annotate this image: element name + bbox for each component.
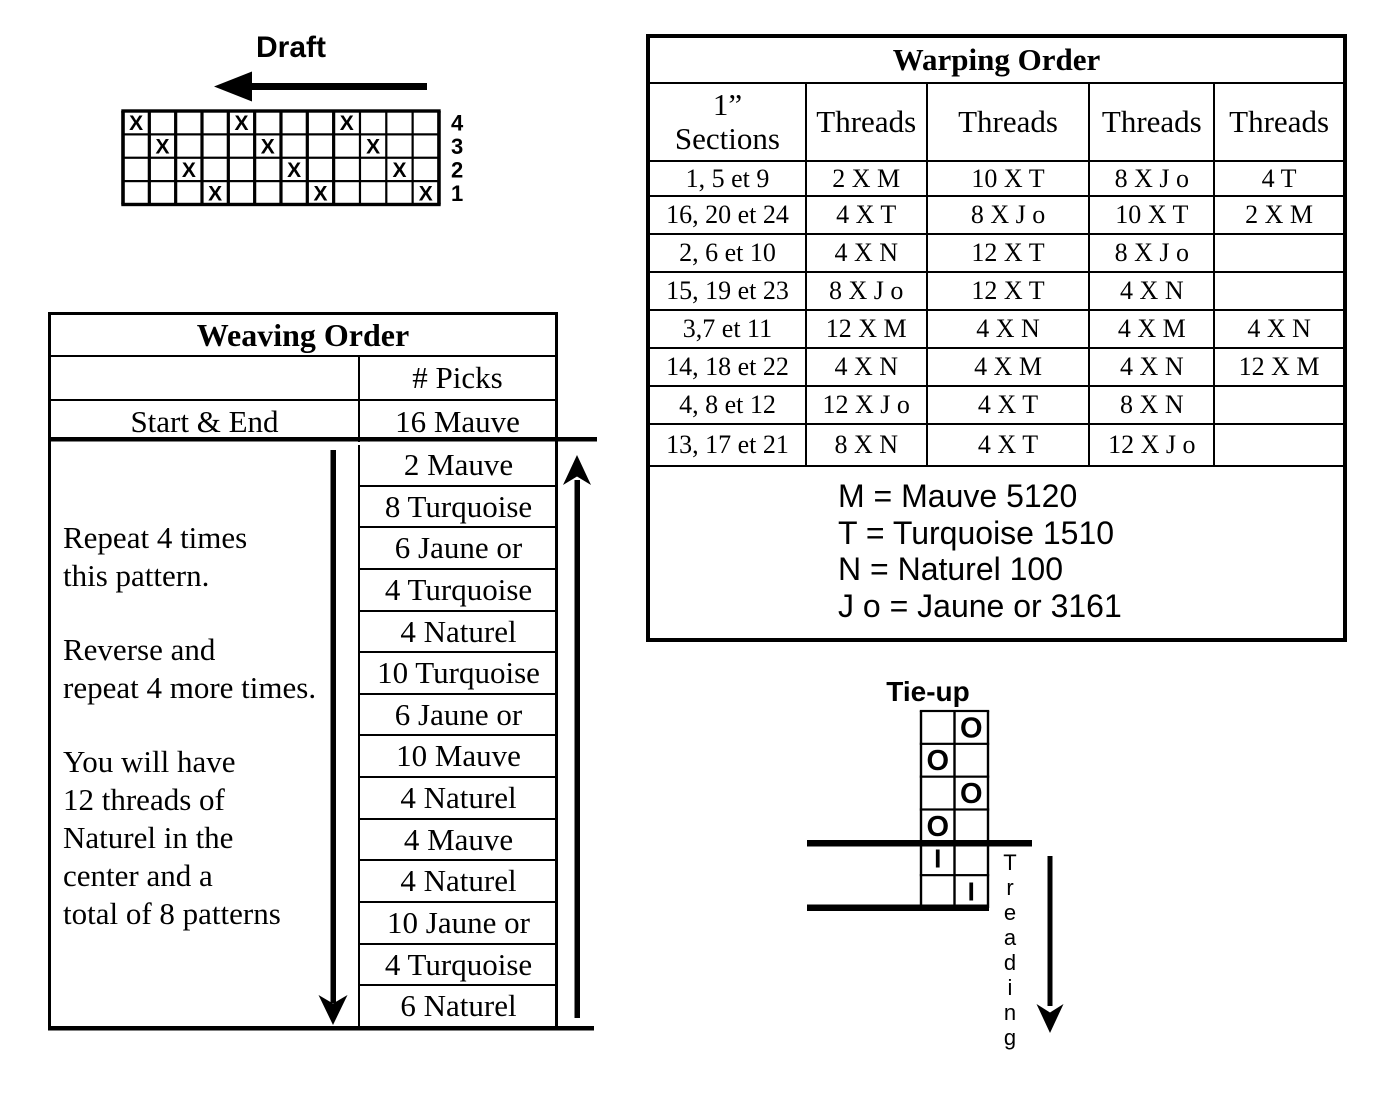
svg-text:g: g [1004, 1025, 1016, 1050]
svg-text:X: X [234, 112, 248, 135]
svg-text:O: O [926, 811, 949, 843]
svg-text:X: X [155, 136, 169, 159]
svg-text:X: X [182, 159, 196, 182]
svg-text:O: O [960, 778, 983, 810]
svg-text:3: 3 [451, 134, 463, 159]
svg-text:I: I [934, 844, 941, 874]
svg-text:I: I [968, 877, 975, 907]
svg-text:X: X [261, 136, 275, 159]
svg-text:O: O [926, 745, 949, 777]
svg-text:X: X [419, 182, 433, 205]
svg-text:X: X [129, 112, 143, 135]
svg-text:1: 1 [451, 181, 463, 206]
svg-text:X: X [287, 159, 301, 182]
svg-text:i: i [1008, 975, 1013, 1000]
svg-text:Draft: Draft [256, 31, 326, 64]
svg-text:2: 2 [451, 157, 463, 182]
svg-text:d: d [1004, 950, 1016, 975]
svg-text:X: X [208, 182, 222, 205]
svg-text:Tie-up: Tie-up [886, 676, 969, 707]
svg-text:4: 4 [451, 111, 464, 136]
svg-text:X: X [340, 112, 354, 135]
svg-text:e: e [1004, 900, 1016, 925]
svg-text:O: O [960, 712, 983, 744]
svg-text:a: a [1004, 925, 1017, 950]
svg-text:n: n [1004, 1000, 1016, 1025]
svg-text:X: X [313, 182, 327, 205]
svg-text:r: r [1006, 875, 1013, 900]
svg-text:X: X [392, 159, 406, 182]
svg-text:X: X [366, 136, 380, 159]
svg-text:T: T [1003, 850, 1016, 875]
